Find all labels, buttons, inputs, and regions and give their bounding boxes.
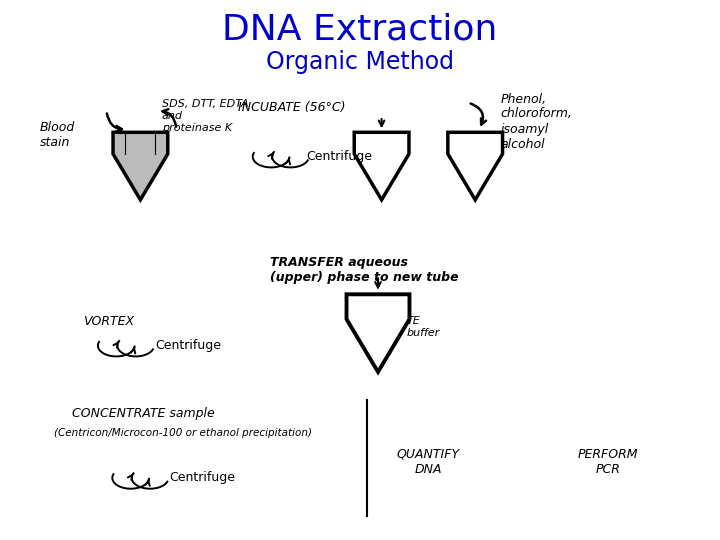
Text: Centrifuge: Centrifuge [306, 150, 372, 163]
Text: DNA Extraction: DNA Extraction [222, 13, 498, 46]
Text: CONCENTRATE sample: CONCENTRATE sample [72, 407, 215, 420]
Text: VORTEX: VORTEX [83, 315, 134, 328]
Text: SDS, DTT, EDTA
and
proteinase K: SDS, DTT, EDTA and proteinase K [162, 99, 248, 133]
Polygon shape [113, 132, 168, 200]
Text: Blood
stain: Blood stain [40, 121, 75, 149]
Polygon shape [448, 132, 503, 200]
Text: Phenol,
chloroform,
isoamyl
alcohol: Phenol, chloroform, isoamyl alcohol [500, 92, 572, 151]
Text: Centrifuge: Centrifuge [155, 339, 221, 352]
Text: PERFORM
PCR: PERFORM PCR [578, 448, 639, 476]
Text: QUANTIFY
DNA: QUANTIFY DNA [397, 448, 460, 476]
Text: Centrifuge: Centrifuge [169, 471, 235, 484]
Text: TE
buffer: TE buffer [407, 316, 440, 338]
Text: TRANSFER aqueous
(upper) phase to new tube: TRANSFER aqueous (upper) phase to new tu… [270, 256, 459, 284]
Text: (Centricon/Microcon-100 or ethanol precipitation): (Centricon/Microcon-100 or ethanol preci… [54, 428, 312, 438]
Text: INCUBATE (56°C): INCUBATE (56°C) [238, 102, 345, 114]
Text: Organic Method: Organic Method [266, 50, 454, 74]
Polygon shape [354, 132, 409, 200]
Polygon shape [346, 294, 410, 372]
